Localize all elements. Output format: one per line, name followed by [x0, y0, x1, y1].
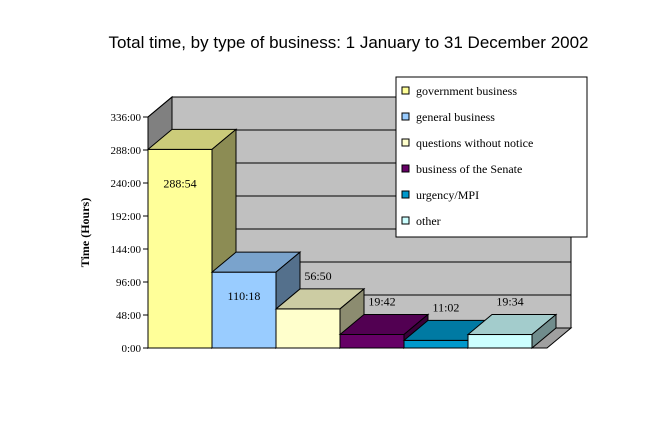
legend-label: questions without notice: [416, 136, 533, 150]
data-label: 19:42: [368, 294, 395, 308]
bar-side: [531, 313, 557, 350]
y-tick-label: 0:00: [121, 343, 141, 355]
legend-label: business of the Senate: [416, 162, 522, 176]
legend-label: government business: [416, 84, 517, 98]
data-label: 19:34: [496, 295, 523, 309]
bar-front: [147, 148, 213, 349]
legend-swatch: [401, 190, 410, 199]
y-tick-label: 192:00: [110, 211, 141, 223]
y-tick-label: 48:00: [116, 310, 142, 322]
legend-box: [395, 76, 588, 238]
data-label: 56:50: [304, 269, 331, 283]
y-axis-label: Time (Hours): [78, 198, 92, 267]
legend-label: urgency/MPI: [416, 188, 479, 202]
legend-swatch: [401, 216, 410, 225]
y-tick-label: 240:00: [110, 178, 141, 190]
legend-swatch: [401, 86, 410, 95]
chart-title: Total time, by type of business: 1 Janua…: [108, 33, 589, 52]
legend-label: general business: [416, 110, 495, 124]
bar-front: [403, 339, 469, 349]
bar-6: [466, 313, 558, 350]
data-label: 110:18: [228, 289, 261, 303]
y-tick-label: 96:00: [116, 277, 142, 289]
legend: government business general business quest…: [395, 76, 588, 238]
y-tick-label: 336:00: [110, 112, 141, 124]
data-label: 288:54: [163, 176, 196, 190]
legend-swatch: [401, 112, 410, 121]
legend-label: other: [416, 214, 441, 228]
legend-swatch: [401, 164, 410, 173]
bar-front: [275, 308, 341, 349]
legend-swatch: [401, 138, 410, 147]
bar-front: [467, 334, 533, 349]
bar-3: [274, 287, 366, 350]
data-label: 11:02: [433, 300, 460, 314]
y-tick-label: 144:00: [110, 244, 141, 256]
y-tick-label: 288:00: [110, 145, 141, 157]
bar-front: [211, 271, 277, 349]
bar-front: [339, 333, 405, 349]
